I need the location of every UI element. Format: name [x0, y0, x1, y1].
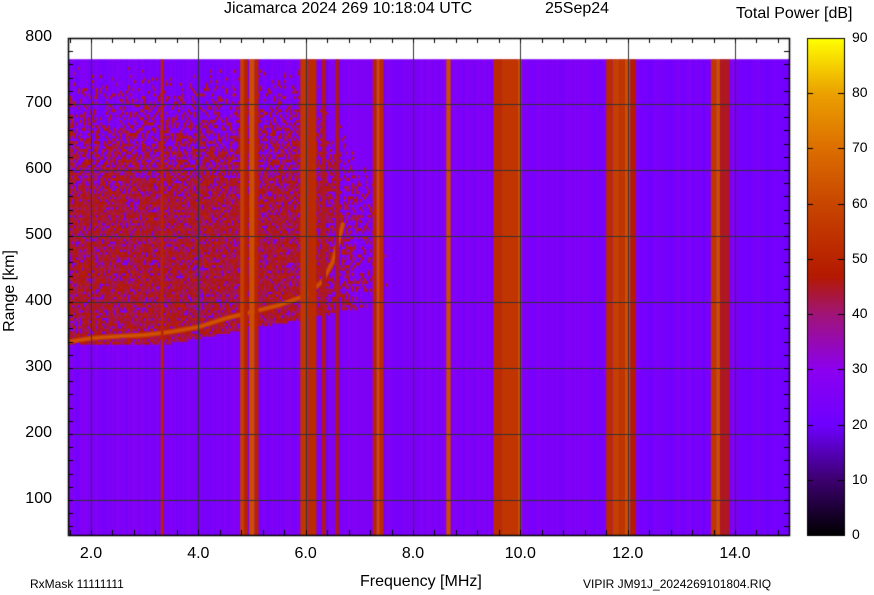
x-tick-label: 14.0 [719, 545, 751, 562]
x-axis-label: Frequency [MHz] [360, 573, 482, 590]
y-tick-label: 100 [25, 490, 52, 507]
y-tick-label: 600 [25, 160, 52, 177]
file-info-label: VIPIR JM91J_2024269101804.RIQ [583, 577, 772, 591]
x-tick-label: 2.0 [79, 545, 103, 562]
x-tick-label: 10.0 [504, 545, 536, 562]
y-tick-label: 300 [25, 358, 52, 375]
colorbar-tick-label: 0 [852, 526, 860, 542]
colorbar-tick-label: 10 [852, 470, 868, 487]
colorbar-tick-label: 30 [852, 360, 868, 377]
y-tick-label: 800 [25, 28, 52, 45]
colorbar-tick-label: 60 [852, 194, 868, 211]
rxmask-label: RxMask 11111111 [30, 577, 124, 591]
colorbar-tick-label: 50 [852, 249, 868, 266]
x-tick-label: 8.0 [401, 545, 425, 562]
x-tick-label: 6.0 [294, 545, 317, 562]
y-tick-label: 500 [25, 226, 52, 243]
colorbar-tick-label: 40 [852, 305, 868, 322]
y-axis-label: Range [km] [1, 250, 18, 332]
colorbar-tick-label: 90 [852, 29, 868, 45]
y-tick-label: 200 [25, 424, 52, 441]
colorbar-tick-label: 70 [852, 139, 868, 156]
colorbar-tick-label: 80 [852, 84, 868, 101]
x-tick-label: 4.0 [187, 545, 210, 562]
x-tick-label: 12.0 [612, 545, 644, 562]
y-tick-label: 700 [25, 94, 52, 111]
y-tick-label: 400 [25, 292, 52, 309]
colorbar-tick-label: 20 [852, 415, 868, 432]
